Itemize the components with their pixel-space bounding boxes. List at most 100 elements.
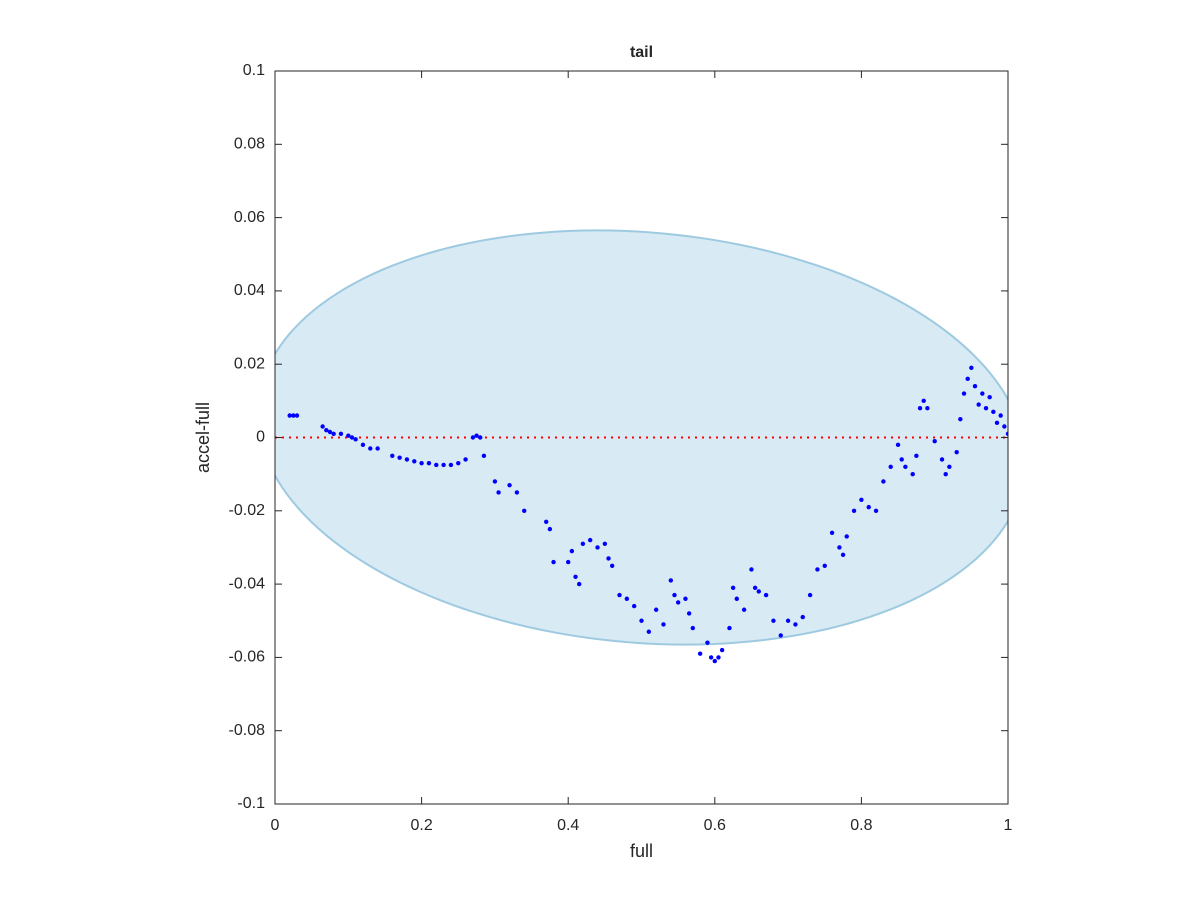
x-axis-label: full: [630, 841, 653, 861]
data-point: [705, 640, 710, 645]
data-point: [888, 464, 893, 470]
data-point: [925, 405, 930, 411]
y-tick-label: 0.1: [243, 62, 265, 79]
data-point: [646, 629, 652, 634]
data-point: [686, 611, 692, 616]
data-point: [910, 471, 915, 477]
data-point: [987, 394, 992, 400]
data-point: [793, 622, 798, 627]
data-point: [587, 537, 593, 543]
y-tick-label: 0.02: [234, 355, 265, 372]
data-point: [470, 435, 476, 440]
data-point: [474, 433, 479, 438]
data-point: [507, 482, 512, 488]
data-point: [972, 383, 978, 389]
y-tick-label: -0.06: [229, 649, 266, 666]
data-point: [397, 455, 402, 460]
data-point: [492, 479, 498, 484]
ellipse-region: [275, 229, 1008, 646]
data-point: [727, 625, 732, 631]
data-point: [756, 589, 761, 594]
data-point: [961, 391, 967, 396]
data-point: [349, 435, 355, 440]
data-point: [602, 541, 608, 546]
data-point: [360, 442, 366, 448]
data-point: [514, 490, 520, 495]
data-point: [463, 457, 468, 462]
y-tick-label: -0.08: [229, 722, 266, 739]
x-tick-label: 0.2: [410, 817, 432, 834]
data-point: [807, 592, 813, 598]
data-point: [412, 459, 417, 464]
data-point: [324, 427, 329, 433]
data-point: [697, 651, 703, 656]
y-tick-label: -0.1: [237, 795, 265, 812]
data-point: [661, 622, 666, 627]
data-point: [917, 405, 923, 411]
data-point: [481, 453, 487, 459]
data-point: [617, 592, 622, 598]
data-point: [752, 585, 758, 590]
data-point: [478, 435, 483, 440]
data-point: [939, 457, 945, 462]
data-point: [576, 581, 582, 587]
data-point: [822, 563, 827, 568]
data-point: [976, 402, 981, 407]
data-point: [965, 376, 970, 382]
x-tick-label: 0.4: [557, 817, 579, 834]
chart-title: tail: [630, 44, 653, 61]
y-tick-label: -0.02: [229, 502, 266, 519]
data-point: [566, 559, 571, 565]
data-point: [873, 508, 879, 513]
data-point: [569, 548, 575, 554]
data-point: [866, 504, 871, 510]
data-point: [595, 545, 600, 550]
data-point: [668, 578, 674, 583]
x-tick-label: 0.8: [850, 817, 872, 834]
data-point: [749, 567, 754, 572]
data-point: [994, 420, 1000, 426]
data-point: [914, 453, 919, 459]
data-point: [547, 526, 553, 532]
data-point: [287, 413, 292, 418]
data-point: [375, 446, 380, 451]
data-point: [991, 409, 996, 415]
data-point: [338, 431, 344, 437]
data-point: [998, 413, 1003, 418]
data-point: [958, 416, 963, 422]
data-point: [730, 585, 736, 590]
data-point: [639, 618, 644, 623]
data-point: [327, 429, 333, 435]
data-point: [844, 534, 849, 539]
data-point: [606, 556, 611, 561]
plot-area: [275, 229, 1008, 664]
data-point: [851, 508, 857, 513]
data-point: [943, 471, 948, 477]
data-point: [712, 658, 717, 664]
y-tick-label: 0.04: [234, 282, 265, 299]
data-point: [631, 603, 637, 609]
data-point: [771, 618, 776, 623]
data-point: [496, 490, 501, 495]
data-point: [368, 446, 373, 451]
data-point: [1002, 424, 1007, 429]
data-point: [448, 462, 454, 468]
data-point: [954, 449, 959, 455]
data-point: [331, 431, 336, 437]
data-point: [294, 413, 300, 418]
data-point: [522, 508, 527, 513]
data-point: [419, 460, 424, 466]
data-point: [829, 530, 835, 535]
data-point: [353, 437, 358, 442]
data-point: [840, 552, 846, 557]
data-point: [690, 625, 696, 631]
data-point: [653, 607, 659, 612]
data-point: [573, 574, 578, 579]
data-point: [763, 592, 769, 598]
data-point: [456, 460, 461, 466]
data-point: [291, 413, 296, 418]
data-point: [903, 464, 908, 470]
data-point: [837, 545, 842, 550]
data-point: [320, 424, 325, 429]
data-point: [734, 596, 739, 601]
